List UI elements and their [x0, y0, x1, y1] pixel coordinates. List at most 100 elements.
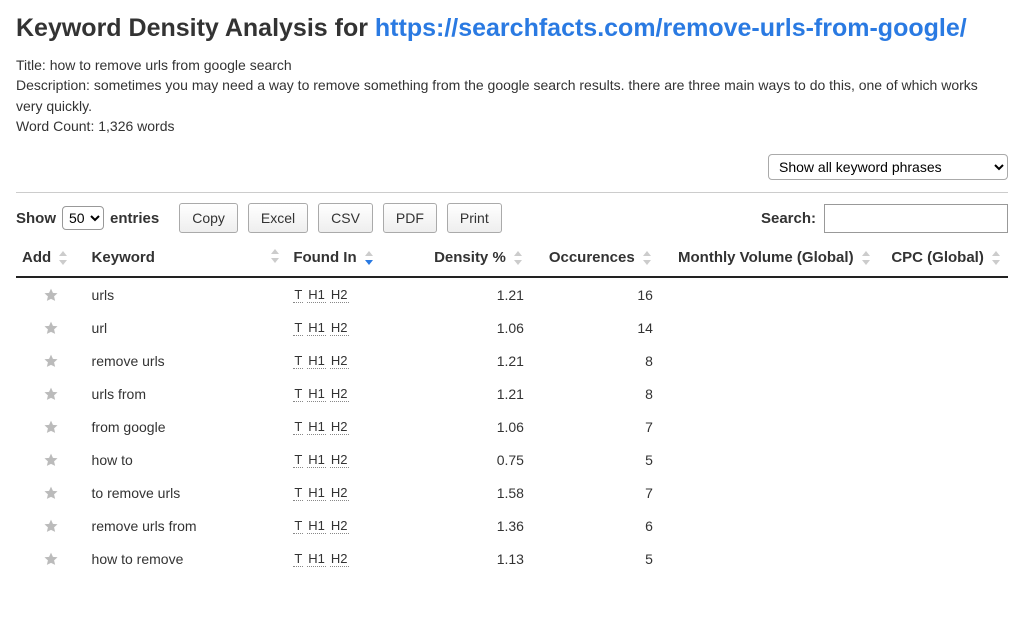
print-button[interactable]: Print	[447, 203, 502, 233]
found-in-tag: H1	[307, 551, 326, 567]
density-cell: 1.13	[420, 542, 530, 575]
monthly-volume-cell	[659, 344, 878, 377]
keyword-cell: remove urls from	[86, 509, 288, 542]
cpc-cell	[878, 509, 1008, 542]
monthly-volume-cell	[659, 311, 878, 344]
table-row: remove urls fromTH1H21.366	[16, 509, 1008, 542]
table-row: how toTH1H20.755	[16, 443, 1008, 476]
column-header-monthly-volume-label: Monthly Volume (Global)	[678, 249, 854, 266]
table-row: from googleTH1H21.067	[16, 410, 1008, 443]
add-cell	[16, 509, 86, 542]
occurrences-cell: 7	[530, 410, 659, 443]
occurrences-cell: 14	[530, 311, 659, 344]
meta-title-label: Title:	[16, 57, 50, 73]
table-row: to remove urlsTH1H21.587	[16, 476, 1008, 509]
entries-per-page-select[interactable]: 50	[62, 206, 104, 230]
excel-button[interactable]: Excel	[248, 203, 308, 233]
keyword-cell: remove urls	[86, 344, 288, 377]
column-header-found-in-label: Found In	[293, 249, 356, 266]
found-in-cell: TH1H2	[287, 476, 420, 509]
density-cell: 1.58	[420, 476, 530, 509]
meta-title-line: Title: how to remove urls from google se…	[16, 55, 1008, 75]
column-header-monthly-volume[interactable]: Monthly Volume (Global)	[659, 239, 878, 277]
word-count-line: Word Count: 1,326 words	[16, 116, 1008, 136]
monthly-volume-cell	[659, 410, 878, 443]
star-icon[interactable]	[22, 485, 80, 501]
search-input[interactable]	[824, 204, 1008, 233]
cpc-cell	[878, 344, 1008, 377]
pdf-button[interactable]: PDF	[383, 203, 437, 233]
csv-button[interactable]: CSV	[318, 203, 373, 233]
analyzed-url-link[interactable]: https://searchfacts.com/remove-urls-from…	[375, 14, 967, 42]
occurrences-cell: 5	[530, 542, 659, 575]
star-icon[interactable]	[22, 518, 80, 534]
word-count-value: 1,326 words	[98, 118, 174, 134]
column-header-keyword-label: Keyword	[92, 249, 155, 266]
meta-description-label: Description:	[16, 77, 94, 93]
column-header-cpc[interactable]: CPC (Global)	[878, 239, 1008, 277]
cpc-cell	[878, 377, 1008, 410]
table-row: remove urlsTH1H21.218	[16, 344, 1008, 377]
star-icon[interactable]	[22, 551, 80, 567]
column-header-occurrences[interactable]: Occurences	[530, 239, 659, 277]
sort-icon	[59, 251, 69, 265]
separator	[16, 192, 1008, 193]
star-icon[interactable]	[22, 353, 80, 369]
search-label: Search:	[761, 210, 816, 227]
column-header-keyword[interactable]: Keyword	[86, 239, 288, 277]
density-cell: 1.21	[420, 377, 530, 410]
column-header-found-in[interactable]: Found In	[287, 239, 420, 277]
meta-description-line: Description: sometimes you may need a wa…	[16, 75, 1008, 116]
found-in-tag: T	[293, 386, 303, 402]
word-count-label: Word Count:	[16, 118, 98, 134]
sort-icon	[514, 251, 524, 265]
found-in-tag: T	[293, 452, 303, 468]
show-label-post: entries	[110, 210, 159, 227]
table-row: how to removeTH1H21.135	[16, 542, 1008, 575]
monthly-volume-cell	[659, 542, 878, 575]
occurrences-cell: 16	[530, 277, 659, 311]
occurrences-cell: 6	[530, 509, 659, 542]
monthly-volume-cell	[659, 476, 878, 509]
add-cell	[16, 377, 86, 410]
monthly-volume-cell	[659, 443, 878, 476]
star-icon[interactable]	[22, 419, 80, 435]
star-icon[interactable]	[22, 287, 80, 303]
column-header-density-label: Density %	[434, 249, 506, 266]
title-prefix: Keyword Density Analysis for	[16, 14, 375, 42]
found-in-tag: H2	[330, 353, 349, 369]
monthly-volume-cell	[659, 277, 878, 311]
column-header-add[interactable]: Add	[16, 239, 86, 277]
found-in-tag: H1	[307, 485, 326, 501]
add-cell	[16, 410, 86, 443]
found-in-cell: TH1H2	[287, 277, 420, 311]
found-in-cell: TH1H2	[287, 542, 420, 575]
sort-icon	[862, 251, 872, 265]
density-cell: 1.06	[420, 410, 530, 443]
found-in-tag: T	[293, 485, 303, 501]
keyword-table: Add Keyword Found In Density % Occurence…	[16, 239, 1008, 575]
column-header-cpc-label: CPC (Global)	[891, 249, 984, 266]
cpc-cell	[878, 277, 1008, 311]
density-cell: 1.06	[420, 311, 530, 344]
add-cell	[16, 443, 86, 476]
keyword-filter-select[interactable]: Show all keyword phrases	[768, 154, 1008, 180]
meta-block: Title: how to remove urls from google se…	[16, 55, 1008, 136]
keyword-cell: urls	[86, 277, 288, 311]
cpc-cell	[878, 476, 1008, 509]
keyword-cell: urls from	[86, 377, 288, 410]
found-in-tag: T	[293, 353, 303, 369]
cpc-cell	[878, 311, 1008, 344]
page-title: Keyword Density Analysis for https://sea…	[16, 14, 1008, 43]
star-icon[interactable]	[22, 320, 80, 336]
copy-button[interactable]: Copy	[179, 203, 238, 233]
star-icon[interactable]	[22, 452, 80, 468]
found-in-tag: H2	[330, 485, 349, 501]
column-header-density[interactable]: Density %	[420, 239, 530, 277]
found-in-tag: H1	[307, 353, 326, 369]
found-in-tag: H2	[330, 386, 349, 402]
found-in-tag: H2	[330, 452, 349, 468]
keyword-cell: to remove urls	[86, 476, 288, 509]
star-icon[interactable]	[22, 386, 80, 402]
keyword-cell: url	[86, 311, 288, 344]
